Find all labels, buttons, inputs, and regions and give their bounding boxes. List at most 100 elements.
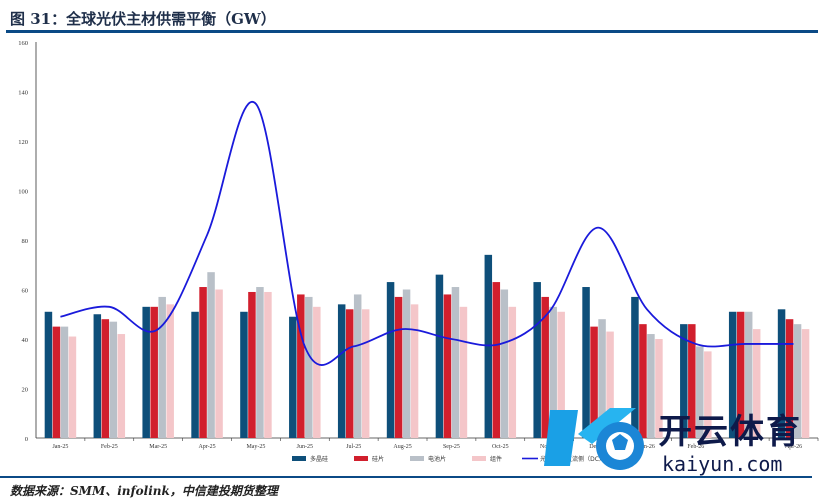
demand-line: [60, 100, 794, 366]
bar-0: [191, 311, 199, 438]
bar-2: [402, 289, 411, 438]
bar-3: [459, 306, 468, 438]
watermark: 开云体育 kaiyun.com: [540, 404, 820, 476]
supply-demand-chart: 0 20 40 60 80 100 120 140 160 Jan-25 Feb-25 Mar-25 A…: [18, 40, 819, 463]
bar-2: [207, 272, 215, 438]
bar-0: [93, 314, 102, 438]
legend-label: 光伏需求-直流侧（DC）: [540, 455, 605, 463]
header-rule: [6, 30, 818, 33]
x-tick-label: Sep-25: [443, 444, 460, 450]
legend-swatch: [472, 456, 486, 461]
bar-3: [264, 291, 272, 438]
bar-3: [557, 311, 565, 438]
x-tick-label: Apr-26: [785, 444, 802, 450]
x-tick-label: Jan-25: [52, 444, 68, 450]
y-tick-label: 120: [18, 139, 28, 146]
bar-0: [484, 254, 493, 438]
bar-3: [704, 351, 712, 438]
bar-2: [744, 311, 753, 438]
y-tick-label: 160: [18, 40, 28, 47]
bar-0: [240, 311, 248, 438]
y-tick-label: 60: [22, 288, 29, 295]
bar-3: [410, 304, 419, 438]
x-tick-label: Jul-25: [346, 444, 361, 450]
bar-0: [680, 324, 688, 438]
watermark-brand-en: kaiyun.com: [662, 452, 783, 476]
bar-3: [117, 334, 126, 438]
bar-2: [451, 287, 460, 438]
legend-label: 电池片: [428, 455, 446, 463]
legend-swatch: [410, 456, 424, 461]
bar-2: [793, 324, 802, 438]
legend-label: 硅片: [372, 455, 384, 463]
x-tick-label: May-25: [246, 444, 265, 450]
y-tick-label: 40: [22, 337, 29, 344]
bar-1: [150, 306, 158, 438]
bar-3: [606, 331, 614, 438]
bar-1: [52, 326, 61, 438]
bar-1: [736, 311, 745, 438]
bar-2: [598, 319, 606, 438]
bar-3: [166, 304, 174, 438]
bar-0: [631, 296, 639, 438]
footer-rule: [0, 476, 812, 478]
bar-0: [44, 311, 53, 438]
y-tick-label: 100: [18, 189, 28, 196]
bar-0: [582, 287, 590, 438]
x-tick-label: Jun-25: [297, 444, 313, 450]
bar-2: [256, 287, 264, 438]
x-tick-label: Feb-25: [101, 444, 118, 450]
bar-0: [777, 309, 786, 438]
bar-2: [60, 326, 69, 438]
bar-1: [199, 287, 207, 438]
bar-0: [386, 282, 395, 438]
bar-2: [305, 296, 313, 438]
bar-3: [313, 306, 321, 438]
bar-1: [297, 294, 305, 438]
legend-swatch: [354, 456, 368, 461]
bar-1: [394, 296, 403, 438]
legend-swatch: [292, 456, 306, 461]
bar-1: [590, 326, 598, 438]
y-tick-label: 80: [22, 238, 29, 245]
bar-0: [728, 311, 737, 438]
y-tick-label: 20: [22, 387, 29, 394]
figure-header: 图 31：全球光伏主材供需平衡（GW）: [6, 4, 818, 33]
bar-3: [68, 336, 77, 438]
source-note: 数据来源：SMM、infolink，中信建投期货整理: [10, 484, 278, 498]
bar-3: [508, 306, 517, 438]
bar-1: [541, 296, 549, 438]
bar-3: [801, 329, 810, 438]
figure-title: 图 31：全球光伏主材供需平衡（GW）: [10, 10, 276, 28]
bar-3: [655, 339, 663, 438]
x-tick-label: Oct-25: [492, 444, 509, 450]
x-tick-label: Mar-25: [149, 444, 167, 450]
bar-1: [248, 291, 256, 438]
x-tick-label: Aug-25: [393, 444, 411, 450]
bar-1: [785, 319, 794, 438]
legend-label: 组件: [490, 455, 502, 463]
legend-label: 多晶硅: [310, 455, 328, 463]
bar-2: [500, 289, 509, 438]
bar-0: [142, 306, 150, 438]
x-tick-label: Jan-26: [639, 444, 655, 450]
watermark-logo-icon: [544, 408, 644, 470]
bar-0: [435, 274, 444, 438]
bar-3: [215, 289, 223, 438]
bar-0: [289, 316, 297, 438]
bar-1: [345, 309, 354, 438]
bar-1: [101, 319, 110, 438]
y-tick-label: 140: [18, 90, 28, 97]
watermark-brand-cn: 开云体育: [658, 412, 802, 452]
bar-1: [639, 324, 647, 438]
y-tick-label: 0: [25, 436, 28, 443]
x-tick-label: Feb-26: [687, 444, 704, 450]
bar-3: [752, 329, 761, 438]
bar-1: [443, 294, 452, 438]
bar-2: [353, 294, 362, 438]
bar-2: [549, 306, 557, 438]
bar-2: [696, 346, 704, 438]
bar-2: [158, 296, 166, 438]
x-tick-label: Apr-25: [198, 444, 215, 450]
bar-1: [492, 282, 501, 438]
